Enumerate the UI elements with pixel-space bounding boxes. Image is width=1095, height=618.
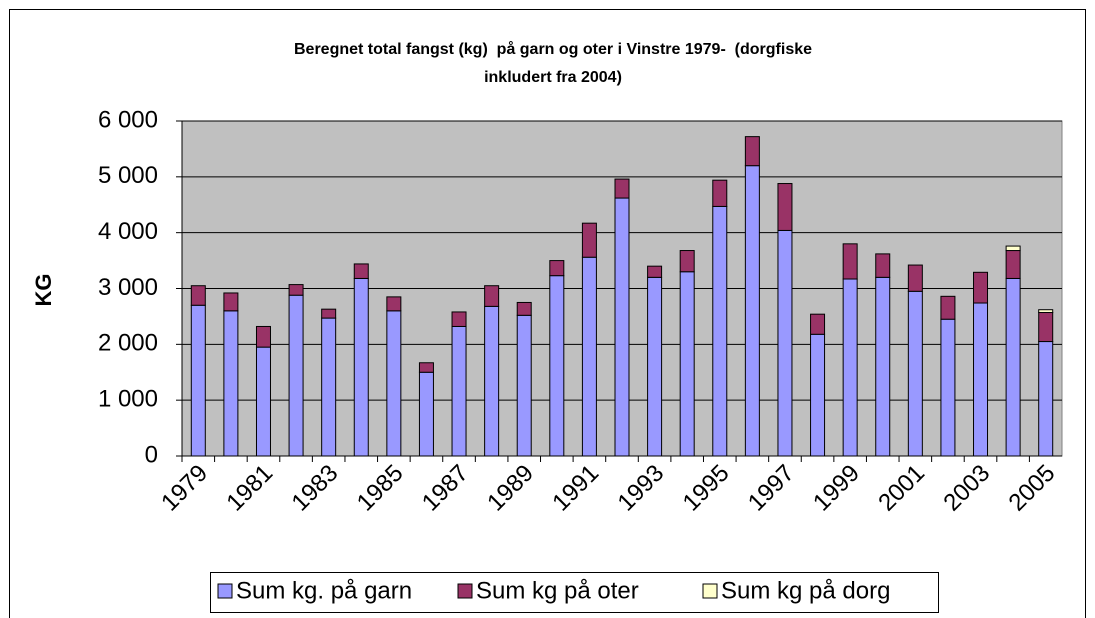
bar-segment — [744, 165, 760, 457]
y-tick-label: 1 000 — [98, 386, 158, 413]
bar-segment — [451, 311, 467, 327]
bar-segment — [712, 179, 728, 207]
legend-swatch — [702, 583, 718, 599]
bar-segment — [484, 285, 500, 307]
bar-segment — [907, 264, 923, 292]
bar-segment — [223, 292, 239, 312]
bar-segment — [321, 317, 337, 457]
y-tick-label: 4 000 — [98, 218, 158, 245]
bar-segment — [1038, 312, 1054, 343]
bar-segment — [353, 277, 369, 457]
bar-segment — [810, 313, 826, 335]
bar-segment — [484, 305, 500, 457]
bar-segment — [288, 284, 304, 296]
bar-segment — [451, 325, 467, 457]
bar-segment — [288, 294, 304, 457]
bar-segment — [875, 276, 891, 457]
bar-segment — [1005, 277, 1021, 457]
bar-segment — [581, 222, 597, 258]
bar-segment — [1038, 309, 1054, 314]
bar-segment — [940, 318, 956, 457]
bar-segment — [418, 362, 434, 373]
y-tick-label: 2 000 — [98, 330, 158, 357]
y-axis-label: KG — [31, 274, 56, 307]
chart-title: Beregnet total fangst (kg) på garn og ot… — [294, 40, 812, 86]
bar-segment — [712, 205, 728, 457]
bar-segment — [190, 304, 206, 457]
bar-segment — [223, 310, 239, 457]
bar-segment — [842, 243, 858, 280]
bar-segment — [777, 229, 793, 457]
bar-segment — [418, 371, 434, 457]
bar-segment — [907, 290, 923, 457]
bar-segment — [321, 308, 337, 319]
legend-label: Sum kg på dorg — [721, 577, 890, 604]
bar-segment — [581, 256, 597, 457]
bar-segment — [614, 178, 630, 199]
bar-segment — [386, 310, 402, 457]
bar-segment — [679, 250, 695, 273]
y-tick-label: 3 000 — [98, 274, 158, 301]
bar-segment — [1005, 250, 1021, 279]
bar-segment — [386, 296, 402, 312]
bar-segment — [353, 263, 369, 279]
bar-segment — [777, 183, 793, 231]
bar-segment — [549, 275, 565, 457]
bar-segment — [516, 301, 532, 316]
bar-segment — [255, 325, 271, 348]
y-tick-label: 6 000 — [98, 106, 158, 133]
bar-segment — [190, 285, 206, 306]
bar-segment — [842, 278, 858, 457]
bar-segment — [516, 314, 532, 457]
bar-segment — [940, 295, 956, 320]
bar-segment — [973, 271, 989, 304]
bar-segment — [647, 276, 663, 457]
legend-label: Sum kg. på garn — [236, 577, 412, 604]
bar-segment — [647, 265, 663, 278]
bar-segment — [549, 260, 565, 277]
bar-segment — [614, 197, 630, 457]
legend-swatch — [217, 583, 233, 599]
bar-segment — [679, 271, 695, 457]
bar-segment — [875, 253, 891, 278]
y-tick-label: 5 000 — [98, 162, 158, 189]
bar-segment — [1038, 341, 1054, 457]
bar-segment — [973, 302, 989, 457]
legend-swatch — [457, 583, 473, 599]
y-tick-label: 0 — [145, 441, 158, 468]
bar-segment — [744, 136, 760, 167]
legend-label: Sum kg på oter — [476, 577, 639, 604]
bar-segment — [255, 346, 271, 457]
bar-segment — [810, 333, 826, 457]
bar-segment — [1005, 245, 1021, 252]
legend — [210, 572, 939, 613]
